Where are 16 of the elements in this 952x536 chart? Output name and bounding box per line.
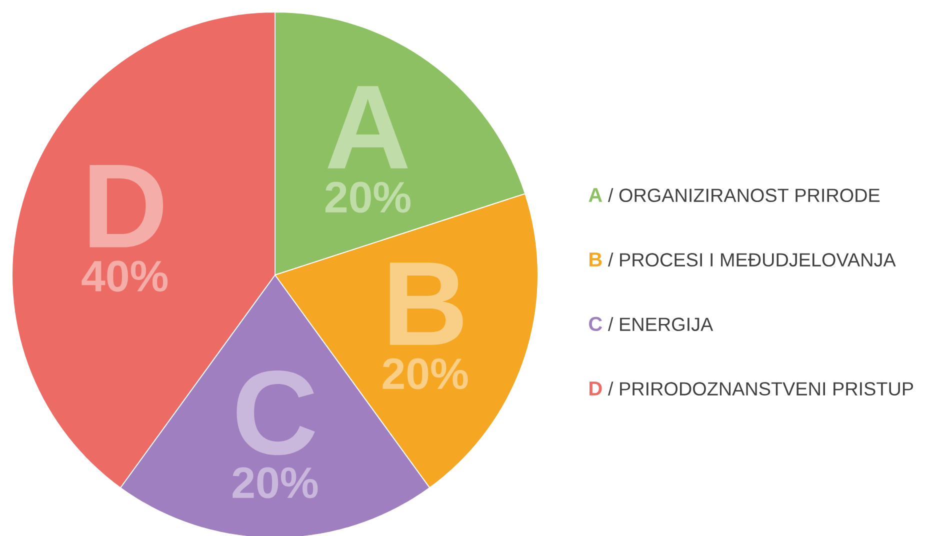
data-label: 20% [382,358,468,390]
slice-label: D [90,165,164,248]
slice-label: A [328,86,408,168]
slice-label: B [590,252,602,266]
data-label: 40% [82,260,168,292]
text: / ENERGIJA [608,317,714,332]
data-label: 20% [325,182,410,213]
category-label: A [588,188,602,202]
data-label: 20% [232,467,318,498]
text: / PROCESI I MEĐUDJELOVANJA [608,252,896,267]
text: / ORGANIZIRANOST PRIRODE [608,188,880,202]
slice-label: B [390,262,463,345]
category-label: D [590,382,602,396]
slice-label: C [236,370,315,456]
text: / PRIRODOZNANSTVENI PRISTUP [608,382,914,396]
category-label: C [589,316,602,332]
